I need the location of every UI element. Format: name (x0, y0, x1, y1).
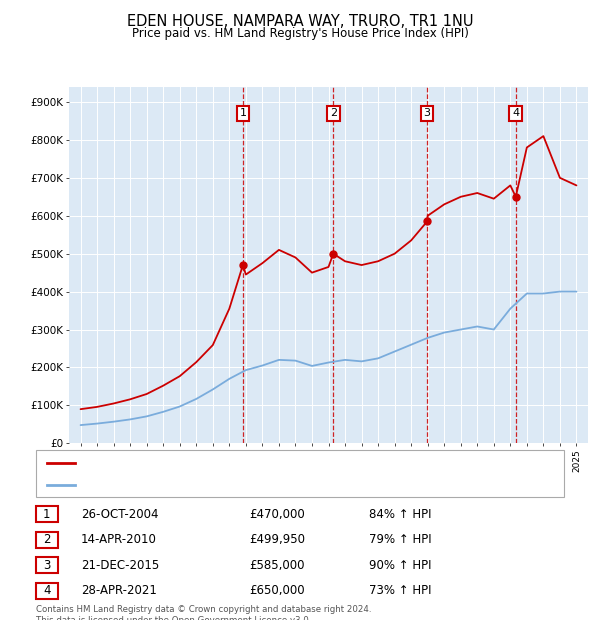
Text: 2: 2 (330, 108, 337, 118)
Text: HPI: Average price, detached house, Cornwall: HPI: Average price, detached house, Corn… (78, 480, 316, 490)
Text: 79% ↑ HPI: 79% ↑ HPI (369, 533, 431, 546)
Text: 3: 3 (43, 559, 50, 572)
Text: £650,000: £650,000 (249, 584, 305, 597)
Text: 3: 3 (424, 108, 431, 118)
Text: 26-OCT-2004: 26-OCT-2004 (81, 508, 158, 521)
Text: £585,000: £585,000 (249, 559, 305, 572)
Text: £499,950: £499,950 (249, 533, 305, 546)
Text: 84% ↑ HPI: 84% ↑ HPI (369, 508, 431, 521)
Text: Contains HM Land Registry data © Crown copyright and database right 2024.
This d: Contains HM Land Registry data © Crown c… (36, 605, 371, 620)
Text: Price paid vs. HM Land Registry's House Price Index (HPI): Price paid vs. HM Land Registry's House … (131, 27, 469, 40)
Text: 1: 1 (43, 508, 50, 521)
Text: EDEN HOUSE, NAMPARA WAY, TRURO, TR1 1NU: EDEN HOUSE, NAMPARA WAY, TRURO, TR1 1NU (127, 14, 473, 29)
Text: 4: 4 (43, 584, 50, 597)
Text: 21-DEC-2015: 21-DEC-2015 (81, 559, 159, 572)
Text: £470,000: £470,000 (249, 508, 305, 521)
Text: 4: 4 (512, 108, 520, 118)
Text: 28-APR-2021: 28-APR-2021 (81, 584, 157, 597)
Text: 14-APR-2010: 14-APR-2010 (81, 533, 157, 546)
Text: EDEN HOUSE, NAMPARA WAY, TRURO, TR1 1NU (detached house): EDEN HOUSE, NAMPARA WAY, TRURO, TR1 1NU … (78, 458, 419, 468)
Text: 2: 2 (43, 533, 50, 546)
Text: 1: 1 (239, 108, 247, 118)
Text: 73% ↑ HPI: 73% ↑ HPI (369, 584, 431, 597)
Text: 90% ↑ HPI: 90% ↑ HPI (369, 559, 431, 572)
